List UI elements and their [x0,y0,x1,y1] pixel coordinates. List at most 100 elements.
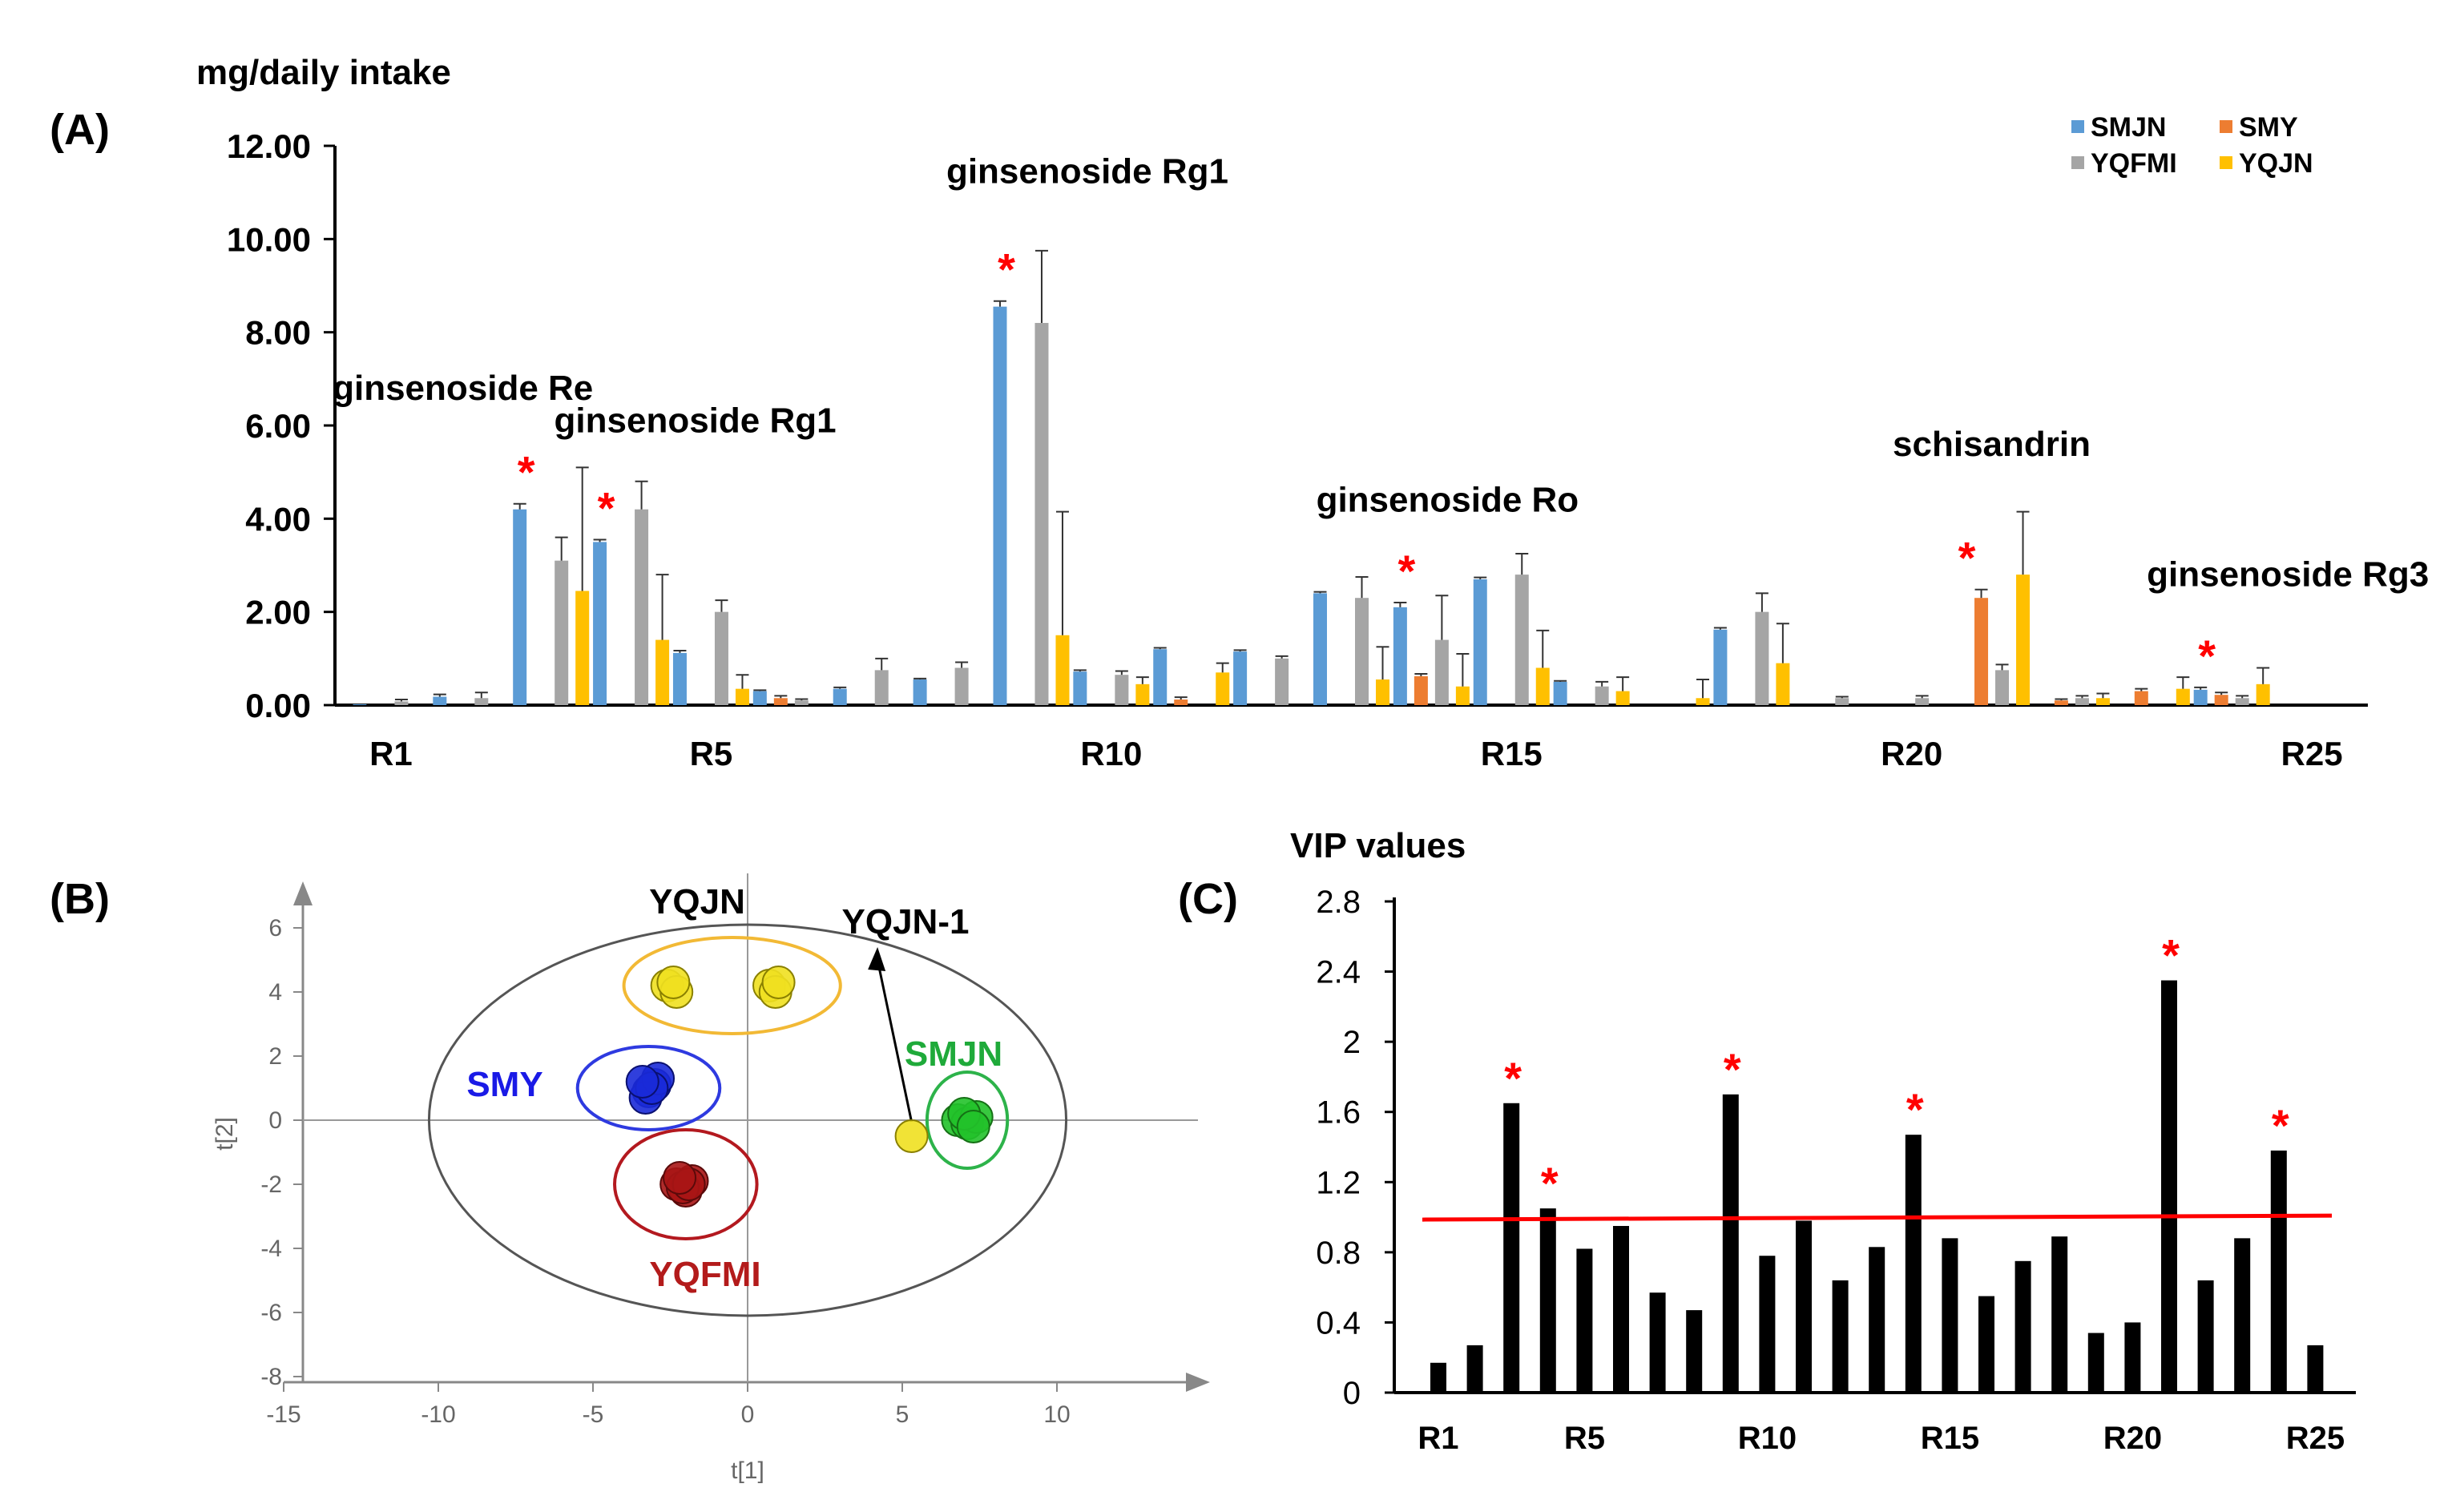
panel-c-bar-r1 [1430,1362,1446,1393]
panel-a-bar-yqjn-r22 [2095,698,2110,705]
panel-label-a: (A) [50,106,110,154]
panel-b-ytick-label: -6 [260,1300,282,1326]
panel-a-annotation: ginsenoside Rg1 [555,401,837,441]
panel-a-xtick-label: R1 [369,735,413,772]
panel-label-c: (C) [1178,875,1238,923]
panel-a-ytick-label: 0.00 [245,687,311,724]
panel-a-bar-yqjn-r18 [1776,663,1790,705]
panel-c-bar-r3 [1503,1103,1520,1393]
panel-c-bar-r21 [2161,980,2177,1393]
panel-a-bar-yqjn-r21 [2016,575,2031,705]
panel-b-ytick-label: 4 [268,979,282,1006]
panel-a-ylabel: mg/daily intake [196,53,451,92]
panel-a-significance-star: * [2198,631,2216,681]
panel-c-xtick-label: R1 [1418,1421,1458,1456]
panel-a-bar-smjn-r9 [993,306,1007,705]
panel-a-bar-smy-r22 [2054,700,2068,705]
panel-a-bar-yqjn-r4 [655,639,670,705]
panel-a-bar-smjn-r7 [833,688,847,705]
panel-c-bar-r6 [1613,1226,1629,1393]
panel-c-significance-star: * [1504,1053,1522,1103]
panel-b-ellipse-smjn [925,1070,1010,1170]
panel-a-bar-yqfmi-r15 [1514,575,1529,705]
panel-b-point-smjn [956,1110,990,1143]
panel-c-ytick-label: 1.6 [1316,1095,1361,1131]
panel-a-chart: mg/daily intake 0.00 2.00 4.00 6.00 8.00 10.0… [196,53,2429,772]
panel-a-bar-yqfmi-r13 [1355,598,1369,705]
panel-a-bar-yqjn-r15 [1535,667,1550,705]
panel-a-bar-smjn-r24 [2193,689,2208,705]
panel-c-bar-r5 [1576,1248,1593,1393]
panel-b-xtick-label: -15 [266,1401,300,1428]
panel-a-bar-yqfmi-r19 [1835,698,1849,705]
panel-c-xtick-label: R10 [1738,1421,1797,1456]
panel-a-bar-smjn-r12 [1233,651,1248,705]
panel-c-significance-star: * [2162,930,2180,981]
panel-a-annotation: ginsenoside Ro [1317,481,1579,520]
panel-b-ytick-label: -4 [260,1236,282,1262]
panel-a-legend-swatch-yqfmi [2071,156,2084,169]
panel-a-bar-smy-r11 [1174,700,1188,705]
panel-b-ellipse-smy [575,1045,722,1131]
panel-b-x-axis-arrow [1186,1373,1210,1392]
panel-a-annotation: ginsenoside Rg3 [2147,555,2429,595]
panel-c-ytick-label: 0.8 [1316,1236,1361,1271]
panel-c-bar-r20 [2124,1322,2141,1393]
panel-a-bar-yqfmi-r8 [954,667,969,705]
panel-a-significance-star: * [1397,546,1415,596]
panel-a-bar-yqjn-r24 [2256,683,2270,705]
panel-a-significance-star: * [1958,533,1976,583]
panel-a-xtick-label: R25 [2281,735,2343,772]
panel-b-label-yqfmi: YQFMI [649,1255,760,1294]
panel-c-bar-r23 [2234,1238,2251,1393]
panel-a-bar-yqfmi-r3 [555,560,569,705]
panel-b-point-smy [625,1065,659,1099]
panel-b-hotelling-ellipse [427,923,1068,1317]
panel-a-ytick-label: 4.00 [245,500,311,538]
panel-c-bar-r16 [1978,1296,1994,1393]
panel-a-bar-yqfmi-r4 [635,509,649,705]
panel-a-bar-yqfmi-r14 [1434,639,1449,705]
panel-b-ytick-label: 6 [268,915,282,941]
panel-a-bar-yqjn-r9 [1055,635,1070,705]
panel-b-ytick-label: 0 [268,1107,282,1134]
panel-c-ylabel: VIP values [1290,826,1466,865]
panel-c-xtick-label: R20 [2103,1421,2162,1456]
panel-a-bar-smy-r14 [1414,675,1428,705]
panel-b-xtick-label: 0 [741,1401,755,1428]
panel-a-bar-smjn-r3 [513,509,527,705]
panel-a-bar-yqfmi-r9 [1034,323,1049,705]
panel-b-xtick-label: -5 [583,1401,604,1428]
panel-a-ytick-label: 2.00 [245,594,311,631]
panel-a-legend-label-smjn: SMJN [2091,112,2166,143]
panel-a-bar-yqjn-r17 [1696,698,1710,705]
panel-c-bar-r22 [2197,1280,2214,1393]
panel-a-bar-smjn-r1 [353,704,367,705]
panel-b-point-yqjn [761,966,796,999]
panel-a-bar-yqjn-r11 [1216,672,1230,705]
panel-b-ytick-label: -8 [260,1364,282,1390]
panel-a-legend-label-yqfmi: YQFMI [2091,148,2177,179]
panel-a-bar-yqfmi-r2 [474,698,489,705]
panel-c-bar-r12 [1832,1280,1849,1393]
panel-b-xtick-label: 10 [1043,1401,1070,1428]
panel-a-bar-yqjn-r14 [1455,686,1470,705]
panel-b-label-yqjn-1: YQJN-1 [842,902,970,941]
panel-c-ytick-label: 2 [1343,1025,1361,1060]
panel-b-xtick-label: 5 [896,1401,909,1428]
panel-c-xtick-label: R15 [1921,1421,1979,1456]
panel-b-score-plot: -15 -10 -5 0 5 10 -8 -6 -4 -2 0 2 4 6 YQJN YQJN-1 SMY SM… [212,873,1210,1484]
panel-c-bar-r11 [1796,1220,1812,1393]
panel-b-label-yqjn: YQJN [649,882,745,921]
panel-b-arrow-line [876,959,913,1123]
panel-a-bar-smjn-r11 [1153,649,1168,705]
panel-b-label-smjn: SMJN [905,1034,1002,1074]
panel-a-bar-smy-r21 [1974,598,1989,705]
panel-b-arrow-head [868,947,886,971]
panel-c-vip-chart: VIP values 0 0.4 0.8 1.2 1.6 2 2.4 2.8 * * * * * * R… [1290,826,2356,1456]
panel-b-ytick-label: 2 [268,1043,282,1070]
panel-c-bar-r14 [1905,1135,1922,1393]
panel-a-annotation: schisandrin [1893,425,2091,464]
panel-a-significance-star: * [518,447,535,498]
